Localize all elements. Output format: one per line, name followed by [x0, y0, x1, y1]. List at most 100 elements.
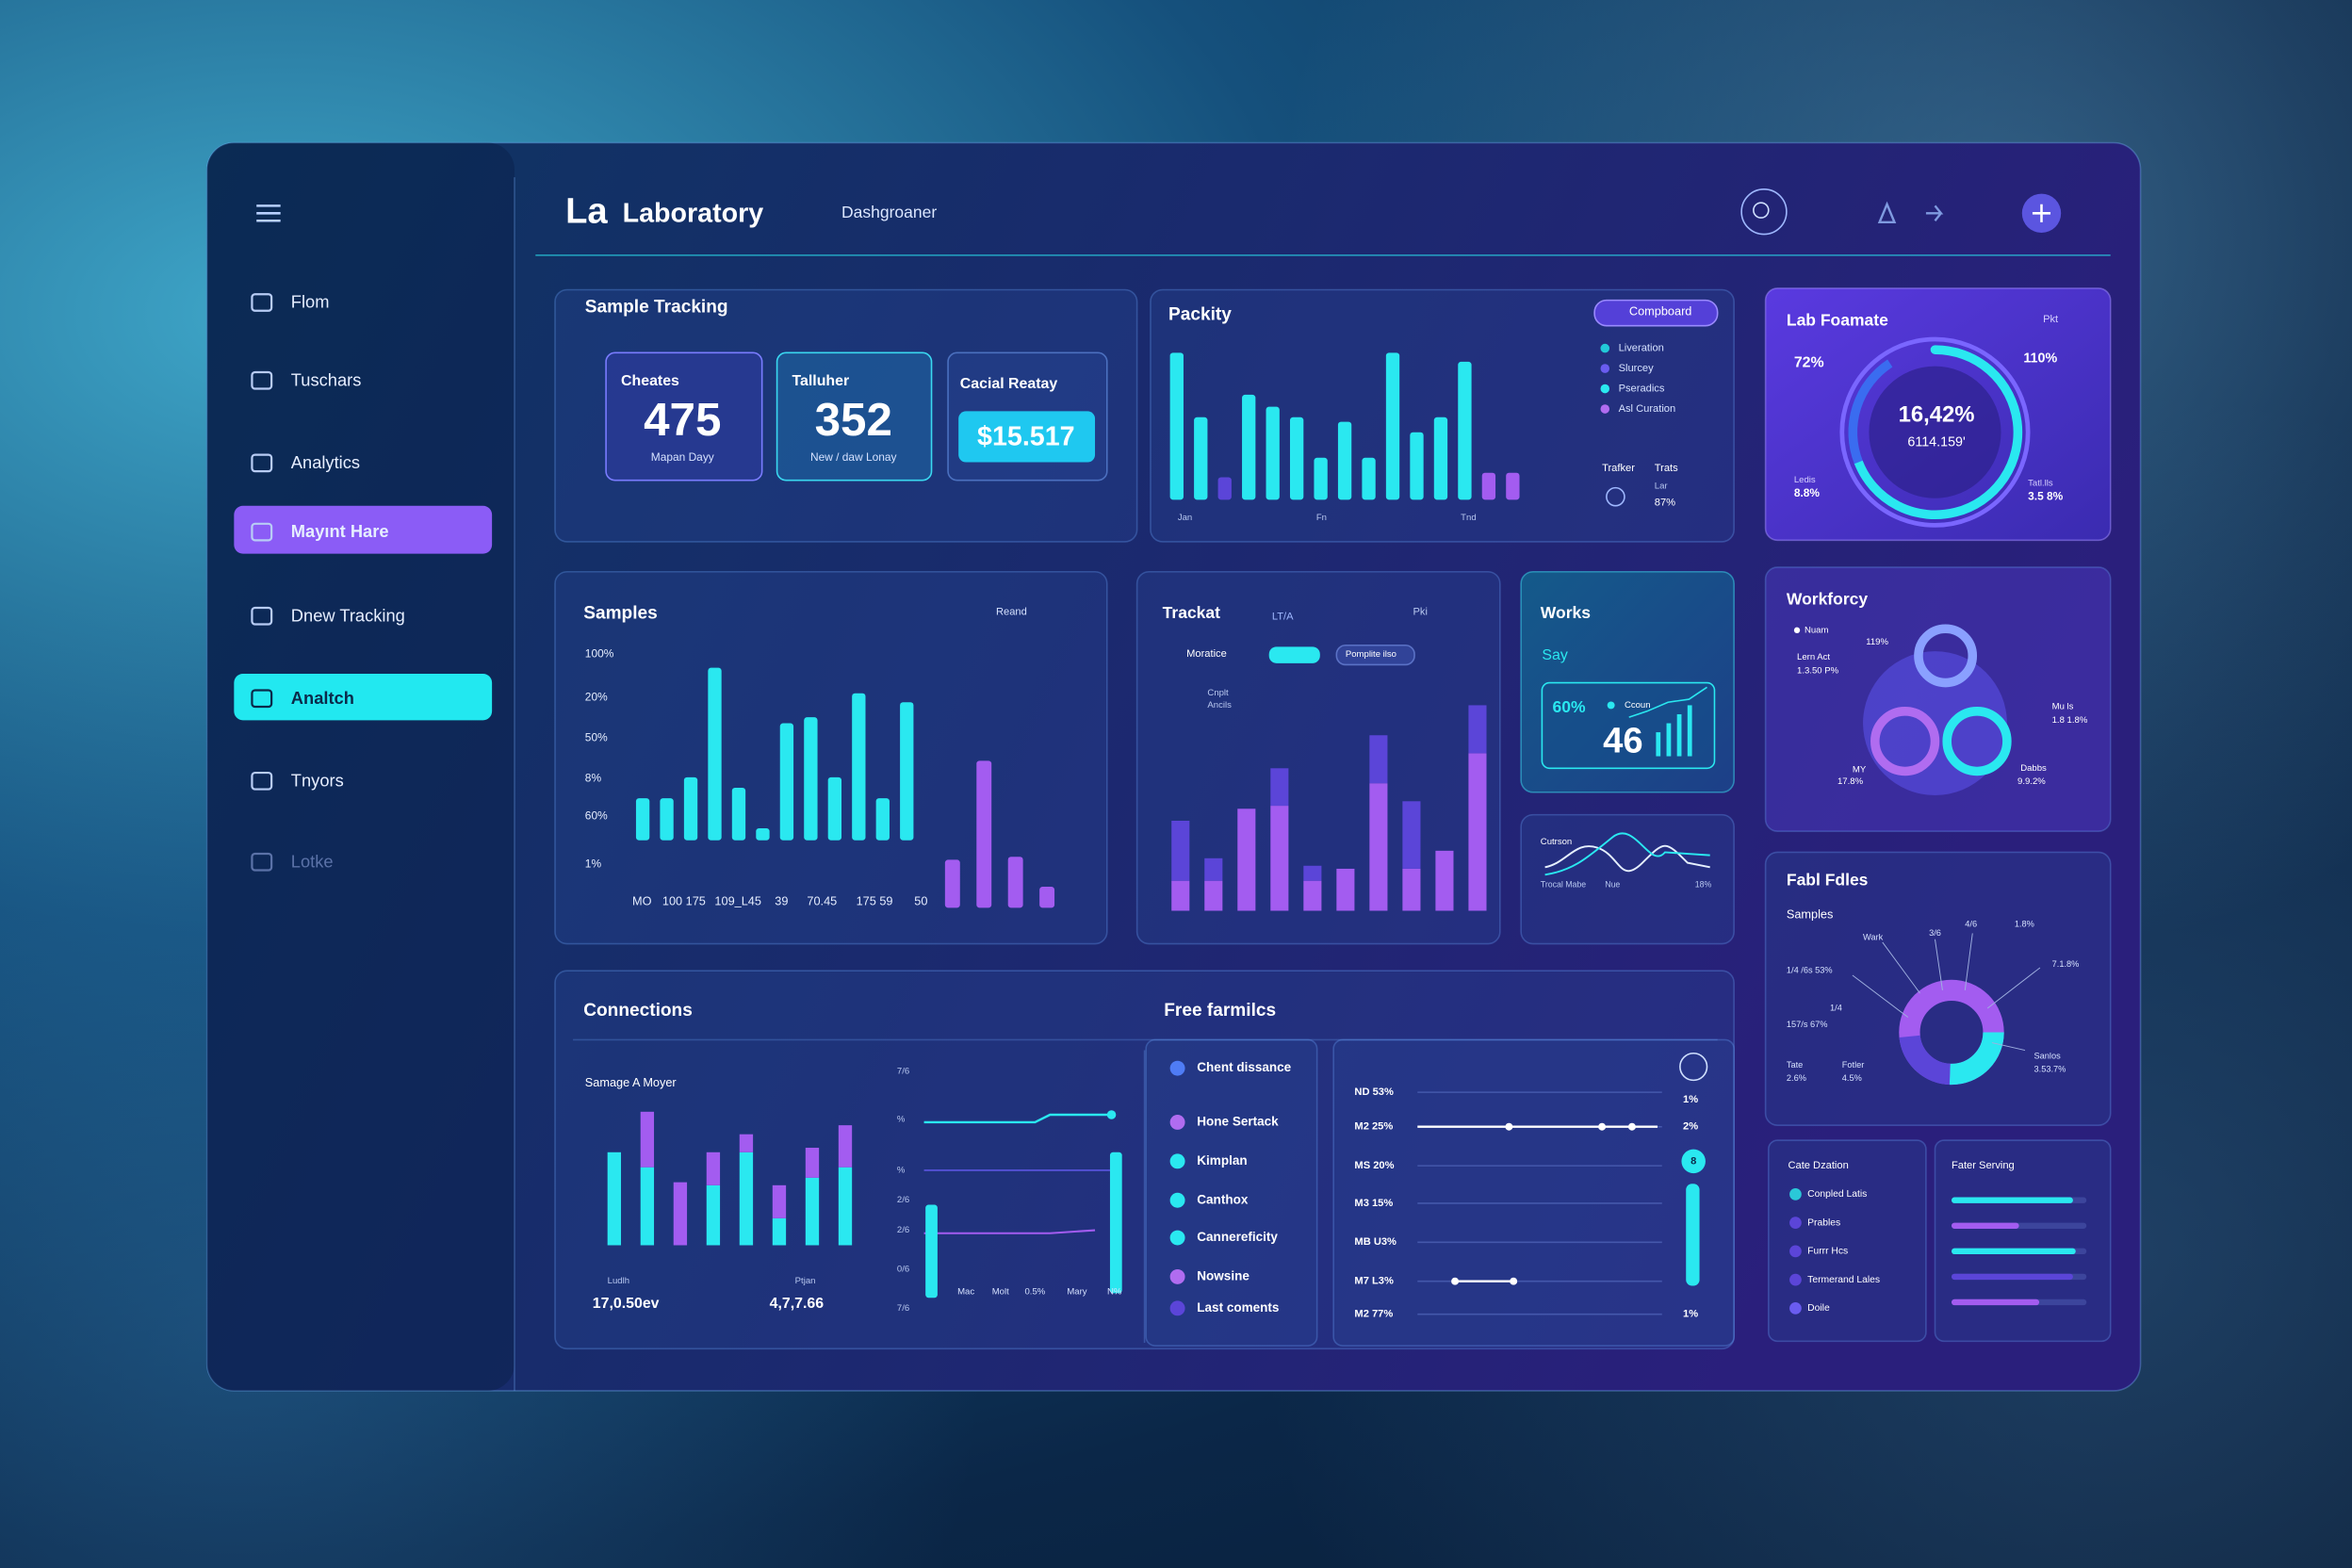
header-icons[interactable]	[1877, 201, 1944, 224]
free-farmilcs-sliders-5: M7 L3%	[1354, 1276, 1394, 1287]
connections-y-labels-1: %	[897, 1114, 906, 1124]
nav-icon	[251, 293, 273, 312]
trackat-toggle: Moratice	[1186, 648, 1227, 660]
compare-button[interactable]	[1593, 299, 1719, 327]
trackat-legend-1: Ancils	[1207, 700, 1232, 710]
packity-footer-pct: 87%	[1655, 497, 1675, 508]
slider-knob	[1598, 1122, 1607, 1131]
toggle[interactable]	[1679, 1052, 1708, 1082]
fabl-fdles-labels-6: 1/4	[1830, 1003, 1842, 1012]
menu-icon[interactable]	[256, 204, 281, 222]
bar-segment	[1171, 880, 1190, 911]
nav-item[interactable]: Lotke	[291, 851, 334, 871]
trackat-tag: LT/A	[1272, 611, 1294, 622]
free-farmilcs-sliders-2: MS 20%	[1354, 1160, 1394, 1171]
workforcy-labels-2: 119%	[1866, 637, 1888, 647]
bar-segment	[838, 1167, 853, 1246]
workforcy-labels-6: 17.8%	[1838, 776, 1864, 787]
fabl-fdles-title: Fabl Fdles	[1787, 870, 1869, 889]
bar-segment	[739, 1134, 754, 1152]
legend-dot	[1600, 404, 1610, 414]
free-farmilcs-items-1[interactable]: Hone Sertack	[1197, 1115, 1279, 1129]
workforcy-labels-3: Mu ls	[2052, 702, 2074, 712]
trackat-legend-0: Cnplt	[1207, 688, 1229, 698]
free-farmilcs-sliders-3: M3 15%	[1354, 1198, 1393, 1209]
nav-item[interactable]: Mayınt Hare	[291, 521, 389, 541]
works-title: Works	[1541, 603, 1591, 622]
bar	[1385, 352, 1400, 500]
samples-y-labels-3: 8%	[585, 772, 602, 785]
connections-y-labels-0: 7/6	[897, 1066, 909, 1076]
card[interactable]	[605, 351, 763, 482]
connections-x-labels-4: N%	[1107, 1286, 1122, 1297]
nav-item[interactable]: Analtch	[291, 688, 354, 708]
free-farmilcs-sliders-0: ND 53%	[1354, 1086, 1394, 1098]
list-dot	[1789, 1273, 1802, 1286]
list-dot	[1789, 1245, 1802, 1258]
value-chip	[958, 411, 1096, 463]
nav-active[interactable]	[234, 674, 493, 721]
nav-item[interactable]: Analytics	[291, 452, 360, 472]
samples-y-labels-2: 50%	[585, 731, 608, 744]
sample-tracking-cards-1-value: 352	[815, 394, 892, 446]
free-farmilcs-items-0[interactable]: Chent dissance	[1197, 1060, 1291, 1074]
progress-bar	[1951, 1197, 2073, 1203]
sliders[interactable]	[1417, 1091, 1662, 1315]
nav-item[interactable]: Flom	[291, 292, 330, 312]
cate-dzation-items-3: Termerand Lales	[1807, 1275, 1880, 1285]
nav-icon	[251, 606, 273, 626]
bar-segment	[805, 1148, 820, 1178]
list-dot	[1169, 1115, 1185, 1130]
card[interactable]	[776, 351, 933, 482]
bar	[827, 776, 842, 841]
workforcy-labels-7: Dabbs	[2020, 763, 2047, 774]
nav-icon	[251, 689, 273, 709]
sample-tracking-title: Sample Tracking	[585, 298, 728, 318]
works-pct: 60%	[1553, 697, 1586, 716]
bar	[635, 798, 650, 841]
free-farmilcs-items-4[interactable]: Cannereficity	[1197, 1230, 1278, 1244]
packity-footer-right: Trats	[1655, 463, 1678, 474]
bar	[1337, 421, 1352, 500]
trend-line	[1544, 844, 1710, 873]
bar	[1169, 352, 1184, 500]
level-bar	[1686, 1184, 1700, 1286]
fabl-fdles-labels-9: 2.6%	[1787, 1073, 1806, 1083]
bar	[900, 702, 914, 841]
connections-y-labels-5: 0/6	[897, 1264, 909, 1274]
nav-item[interactable]: Tnyors	[291, 770, 344, 790]
workforcy-labels-0: Lern Act	[1797, 652, 1830, 662]
bar-segment	[640, 1111, 655, 1168]
connections-y-labels-2: %	[897, 1165, 906, 1175]
bar	[1007, 857, 1023, 908]
list-dot	[1169, 1268, 1185, 1284]
bar	[731, 787, 746, 841]
list-dot	[1169, 1230, 1185, 1246]
bar-segment	[1468, 753, 1487, 911]
free-farmilcs-items-6[interactable]: Last coments	[1197, 1300, 1279, 1315]
slider-knob	[1451, 1277, 1460, 1285]
list-dot	[1169, 1300, 1185, 1316]
samples-y-labels-1: 20%	[585, 691, 608, 704]
connections-stats-1-label: Ptjan	[795, 1276, 816, 1286]
pill[interactable]	[1335, 644, 1415, 666]
workforcy-title: Workforcy	[1787, 590, 1868, 609]
free-farmilcs-items-2[interactable]: Kimplan	[1197, 1153, 1247, 1168]
search-button[interactable]	[1740, 188, 1788, 236]
toggle[interactable]	[1268, 646, 1320, 663]
trend-labels-2: 18%	[1695, 880, 1712, 890]
nav-item[interactable]: Dnew Tracking	[291, 605, 405, 625]
lab-foamate-pill: Pkt	[2043, 314, 2059, 325]
bar-segment	[805, 1177, 820, 1246]
nav-active[interactable]	[234, 505, 493, 554]
fabl-fdles-subtitle: Samples	[1787, 907, 1833, 922]
nav-item[interactable]: Tuschars	[291, 369, 362, 389]
trend-title: Cutrson	[1541, 837, 1572, 847]
free-farmilcs-items-5[interactable]: Nowsine	[1197, 1268, 1250, 1282]
free-farmilcs-items-3[interactable]: Canthox	[1197, 1192, 1249, 1206]
venn-ring	[1914, 624, 1978, 688]
connections-y-labels-6: 7/6	[897, 1303, 909, 1314]
list-dot	[1169, 1153, 1185, 1169]
free-farmilcs-sliders-6: M2 77%	[1354, 1309, 1393, 1320]
cate-dzation-items-4: Doile	[1807, 1303, 1830, 1314]
